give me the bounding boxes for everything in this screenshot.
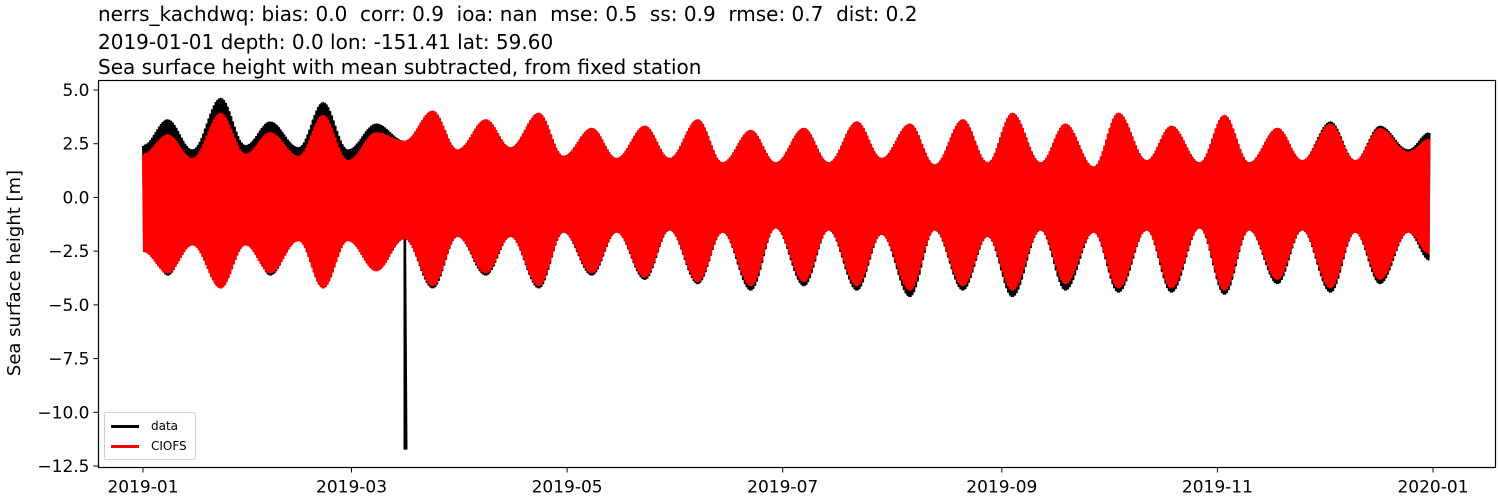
y-axis-label: Sea surface height [m] xyxy=(4,170,25,376)
x-tick-label: 2019-11 xyxy=(1182,478,1253,498)
x-tick-label: 2019-09 xyxy=(966,478,1037,498)
x-tick-label: 2019-03 xyxy=(316,478,387,498)
legend: data CIOFS xyxy=(104,412,196,460)
chart-title-location: 2019-01-01 depth: 0.0 lon: -151.41 lat: … xyxy=(98,30,554,54)
legend-swatch-data xyxy=(111,424,139,428)
y-tick-label: −2.5 xyxy=(48,242,89,262)
x-tick-label: 2019-05 xyxy=(532,478,603,498)
x-axis: 2019-01 2019-03 2019-05 2019-07 2019-09 2019-… xyxy=(107,467,1469,498)
x-tick-label: 2020-01 xyxy=(1397,478,1468,498)
y-tick-label: −10.0 xyxy=(37,403,89,423)
y-tick-label: 5.0 xyxy=(62,81,89,101)
legend-label-ciofs: CIOFS xyxy=(151,439,187,453)
plot-frame xyxy=(97,79,1497,469)
legend-item-data: data xyxy=(111,417,178,435)
legend-swatch-ciofs xyxy=(111,444,139,448)
y-axis: 5.0 2.5 0.0 −2.5 −5.0 −7.5 −10.0 −12.5 xyxy=(37,81,99,477)
x-tick-label: 2019-01 xyxy=(107,478,178,498)
y-tick-label: −5.0 xyxy=(48,296,89,316)
series-line-ciofs xyxy=(142,110,1431,291)
legend-item-ciofs: CIOFS xyxy=(111,437,187,455)
y-tick-label: 2.5 xyxy=(62,135,89,155)
y-tick-label: −7.5 xyxy=(48,350,89,370)
series-layer xyxy=(142,97,1431,450)
y-tick-label: 0.0 xyxy=(62,188,89,208)
chart-title-stats: nerrs_kachdwq: bias: 0.0 corr: 0.9 ioa: … xyxy=(98,2,918,26)
x-tick-label: 2019-07 xyxy=(747,478,818,498)
y-tick-label: −12.5 xyxy=(37,457,89,477)
chart-title-description: Sea surface height with mean subtracted,… xyxy=(98,55,702,79)
legend-label-data: data xyxy=(151,419,179,433)
